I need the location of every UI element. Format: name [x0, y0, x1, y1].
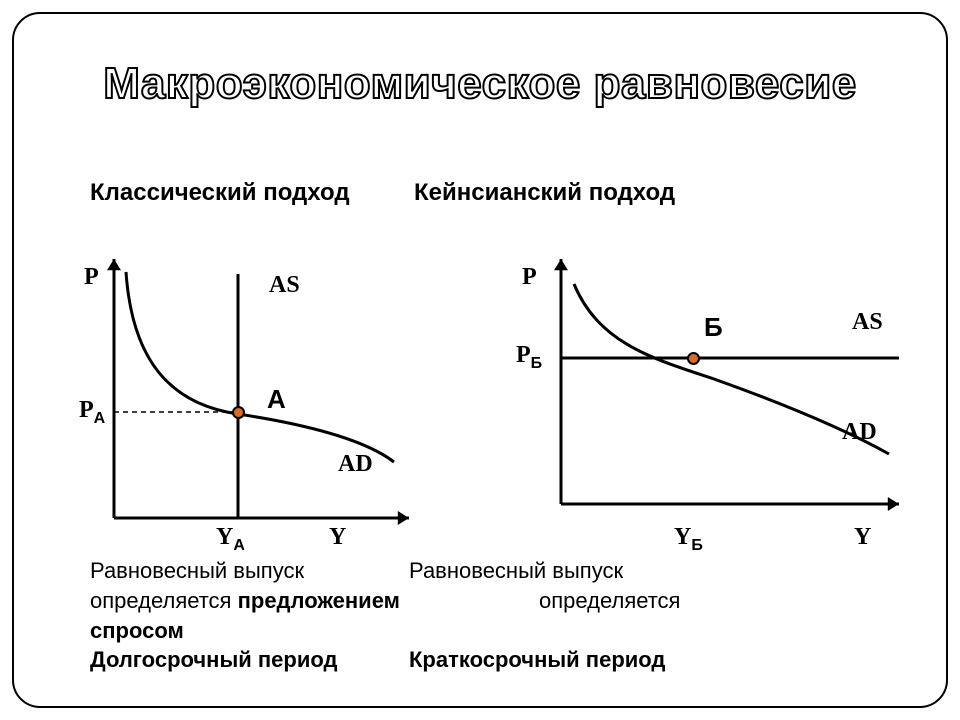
right-eq-label: Б: [704, 312, 723, 343]
right-P-label: Р: [522, 264, 537, 291]
left-line2: определяется предложением: [90, 587, 400, 616]
right-eq-point: [687, 352, 700, 365]
right-line2: определяется: [539, 587, 680, 616]
right-period: Краткосрочный период: [409, 647, 665, 673]
right-AS-label: AS: [852, 309, 883, 336]
right-line1: Равновесный выпуск: [409, 557, 623, 586]
right-line3: спросом: [90, 617, 184, 646]
left-period: Долгосрочный период: [90, 647, 337, 673]
right-PB-label: РБ: [516, 342, 542, 373]
left-line1: Равновесный выпуск: [90, 557, 304, 586]
right-YB-label: YБ: [674, 524, 703, 555]
right-Y-label: Y: [854, 524, 871, 551]
slide-frame: Макроэкономическое равновесие Классическ…: [12, 12, 948, 708]
right-AD-label: AD: [842, 419, 877, 446]
